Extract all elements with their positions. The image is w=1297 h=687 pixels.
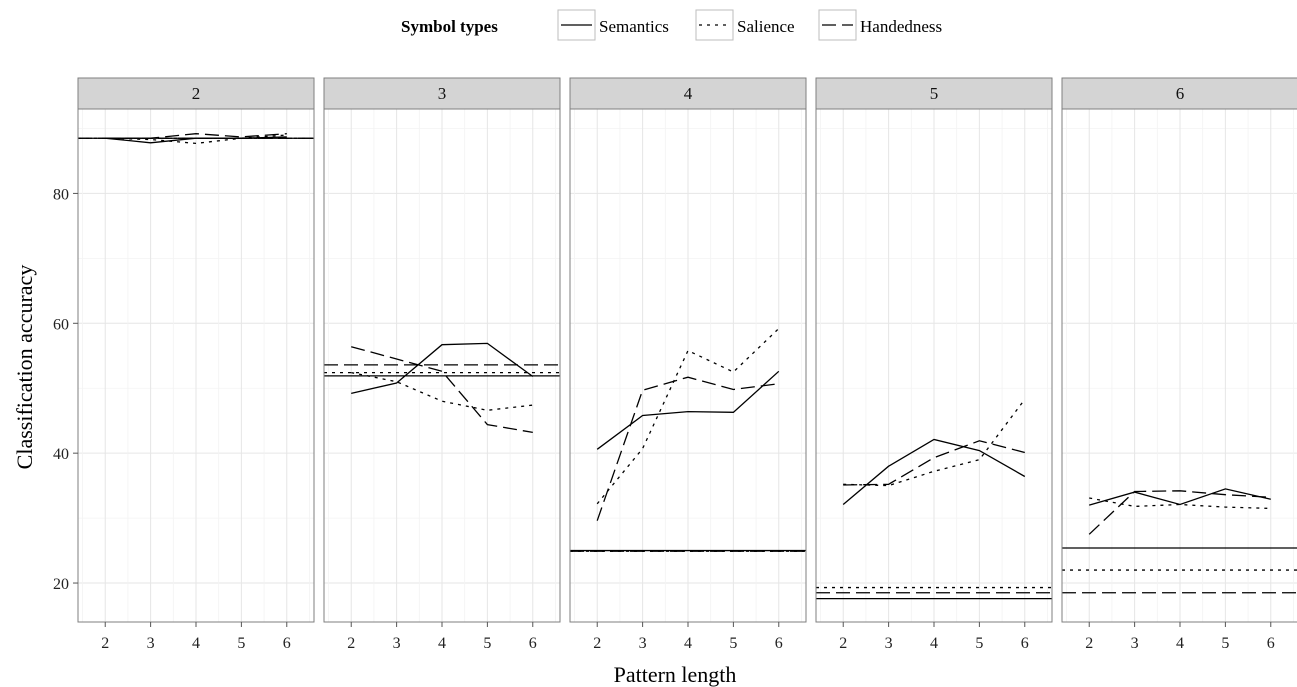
x-tick-label: 6 bbox=[283, 635, 291, 652]
y-axis-title: Classification accuracy bbox=[12, 265, 37, 470]
panel-strip-label: 6 bbox=[1176, 84, 1185, 103]
x-tick-label: 3 bbox=[639, 635, 647, 652]
series-line-salience bbox=[596, 328, 780, 505]
x-tick-label: 3 bbox=[885, 635, 893, 652]
x-axis-title: Pattern length bbox=[614, 662, 737, 687]
panel-strip-label: 3 bbox=[438, 84, 447, 103]
panel-strip bbox=[815, 77, 1053, 110]
x-tick-label: 4 bbox=[930, 635, 938, 652]
series-line-semantics bbox=[1089, 488, 1271, 506]
x-tick-label: 5 bbox=[237, 635, 245, 652]
x-tick-label: 4 bbox=[1176, 635, 1184, 652]
x-tick-label: 6 bbox=[1021, 635, 1029, 652]
legend-entries: Semantics Salience Handedness bbox=[557, 9, 942, 41]
series-line-handedness bbox=[1088, 490, 1271, 535]
series-line-semantics bbox=[842, 438, 1026, 505]
x-tick-label: 2 bbox=[347, 635, 355, 652]
panel-strip bbox=[323, 77, 561, 110]
y-tick-label: 80 bbox=[53, 186, 69, 203]
x-tick-label: 3 bbox=[1131, 635, 1139, 652]
x-tick-label: 4 bbox=[684, 635, 692, 652]
x-tick-label: 6 bbox=[529, 635, 537, 652]
panel-5: 5 2 3 4 5 6 bbox=[815, 77, 1053, 652]
legend-title: Symbol types bbox=[401, 17, 498, 36]
facet-panels: 2 2 3 4 5 6 3 2 3 4 5 6 4 2 3 4 5 6 5 2 3 4 5 6 6 2 3 4 5 6 20 40 60 80 bbox=[53, 77, 1297, 652]
x-tick-label: 5 bbox=[483, 635, 491, 652]
y-tick-label: 20 bbox=[53, 576, 69, 593]
legend-label-salience: Salience bbox=[737, 17, 795, 36]
series-line-handedness bbox=[596, 376, 779, 521]
panel-strip-label: 4 bbox=[684, 84, 693, 103]
y-tick-label: 40 bbox=[53, 446, 69, 463]
series-line-salience bbox=[1089, 497, 1271, 510]
legend-label-semantics: Semantics bbox=[599, 17, 669, 36]
legend-key-salience bbox=[695, 9, 734, 41]
panel-2: 2 2 3 4 5 6 bbox=[77, 77, 315, 652]
legend-label-handedness: Handedness bbox=[860, 17, 942, 36]
x-tick-label: 6 bbox=[1267, 635, 1275, 652]
x-tick-label: 2 bbox=[101, 635, 109, 652]
series-line-handedness bbox=[105, 133, 287, 139]
x-tick-label: 4 bbox=[438, 635, 446, 652]
series-line-handedness bbox=[843, 440, 1025, 486]
panel-6: 6 2 3 4 5 6 bbox=[1061, 77, 1297, 652]
panel-4: 4 2 3 4 5 6 bbox=[569, 77, 807, 652]
x-tick-label: 3 bbox=[147, 635, 155, 652]
x-tick-label: 5 bbox=[1221, 635, 1229, 652]
panel-strip bbox=[77, 77, 315, 110]
x-tick-label: 2 bbox=[593, 635, 601, 652]
x-tick-label: 2 bbox=[1085, 635, 1093, 652]
series-line-semantics bbox=[351, 342, 534, 395]
x-tick-label: 5 bbox=[975, 635, 983, 652]
series-line-semantics bbox=[105, 136, 287, 144]
x-tick-label: 2 bbox=[839, 635, 847, 652]
series-line-salience bbox=[105, 134, 287, 145]
series-line-semantics bbox=[596, 370, 780, 450]
legend: Symbol types Semantics Salience Handedness bbox=[401, 9, 942, 41]
panel-strip-label: 5 bbox=[930, 84, 939, 103]
x-tick-label: 3 bbox=[393, 635, 401, 652]
x-tick-label: 4 bbox=[192, 635, 200, 652]
x-tick-label: 6 bbox=[775, 635, 783, 652]
panel-strip bbox=[1061, 77, 1297, 110]
panel-strip-label: 2 bbox=[192, 84, 201, 103]
panel-strip bbox=[569, 77, 807, 110]
series-line-handedness bbox=[351, 346, 533, 434]
y-tick-label: 60 bbox=[53, 316, 69, 333]
x-tick-label: 5 bbox=[729, 635, 737, 652]
panel-3: 3 2 3 4 5 6 bbox=[323, 77, 561, 652]
